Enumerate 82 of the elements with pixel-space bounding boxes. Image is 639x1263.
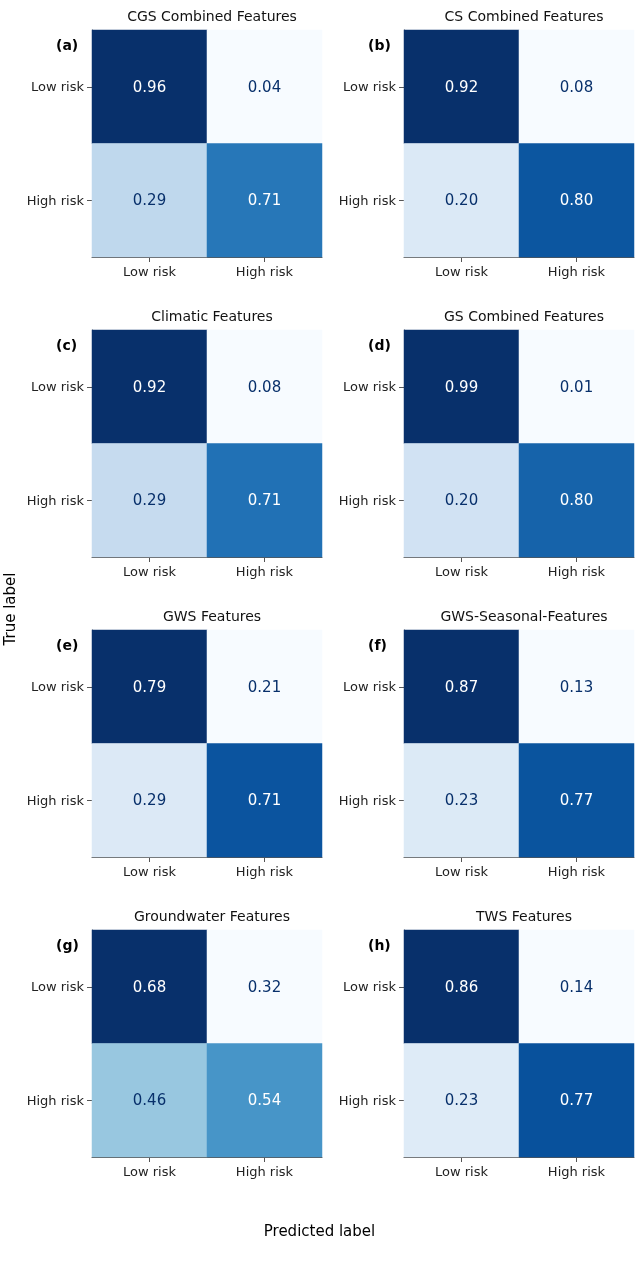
data-label: 0.71 xyxy=(247,791,282,810)
data-label: 0.32 xyxy=(247,977,282,996)
data-label: 0.29 xyxy=(132,491,167,510)
x-tick-label: Low risk xyxy=(123,864,177,879)
data-label: 0.92 xyxy=(444,77,479,96)
data-label: 0.54 xyxy=(247,1091,282,1110)
data-label: 0.08 xyxy=(247,377,282,396)
data-label: 0.80 xyxy=(559,191,594,210)
y-tick-label: High risk xyxy=(26,792,85,808)
x-tick-label: Low risk xyxy=(435,564,489,579)
chart-title: GWS-Seasonal-Features xyxy=(440,608,608,624)
chart-title: Climatic Features xyxy=(151,308,273,324)
data-label: 0.21 xyxy=(247,677,282,696)
data-label: 0.23 xyxy=(444,1091,479,1110)
data-label: 0.87 xyxy=(444,677,479,696)
chart-title: Groundwater Features xyxy=(133,908,291,924)
y-tick-label: High risk xyxy=(26,492,85,508)
x-tick-label: High risk xyxy=(547,264,606,279)
data-label: 0.96 xyxy=(132,77,167,96)
data-label: 0.71 xyxy=(247,491,282,510)
chart-title: CGS Combined Features xyxy=(127,8,297,24)
data-label: 0.99 xyxy=(444,377,479,396)
data-label: 0.20 xyxy=(444,191,479,210)
data-label: 0.86 xyxy=(444,977,479,996)
data-label: 0.04 xyxy=(247,77,282,96)
text: (a) xyxy=(56,37,79,53)
data-label: 0.13 xyxy=(559,677,594,696)
y-tick-label: Low risk xyxy=(31,979,85,995)
data-label: 0.23 xyxy=(444,791,479,810)
x-tick-label: Low risk xyxy=(435,264,489,279)
x-tick-label: Low risk xyxy=(123,564,177,579)
chart-title: TWS Features xyxy=(475,908,572,924)
y-axis-title: True label xyxy=(1,571,19,648)
y-tick-label: Low risk xyxy=(343,679,397,695)
chart-title: GWS Features xyxy=(162,608,262,624)
x-tick-label: High risk xyxy=(547,564,606,579)
data-label: 0.01 xyxy=(559,377,594,396)
x-tick-label: High risk xyxy=(547,1164,606,1179)
data-label: 0.77 xyxy=(559,791,594,810)
y-tick-label: Low risk xyxy=(343,379,397,395)
y-tick-label: High risk xyxy=(338,192,397,208)
y-tick-label: High risk xyxy=(338,492,397,508)
text: (f) xyxy=(368,637,387,653)
text: (g) xyxy=(56,937,79,953)
data-label: 0.46 xyxy=(132,1091,167,1110)
data-label: 0.79 xyxy=(132,677,167,696)
x-tick-label: Low risk xyxy=(435,864,489,879)
y-tick-label: Low risk xyxy=(31,679,85,695)
text: (d) xyxy=(368,337,391,353)
x-tick-label: High risk xyxy=(235,864,294,879)
data-label: 0.29 xyxy=(132,791,167,810)
x-tick-label: Low risk xyxy=(123,264,177,279)
data-label: 0.92 xyxy=(132,377,167,396)
y-tick-label: Low risk xyxy=(343,79,397,95)
x-axis-title: Predicted label xyxy=(262,1222,377,1240)
x-tick-label: High risk xyxy=(235,1164,294,1179)
y-tick-label: Low risk xyxy=(31,379,85,395)
y-tick-label: High risk xyxy=(26,1092,85,1108)
data-label: 0.08 xyxy=(559,77,594,96)
x-tick-label: High risk xyxy=(235,564,294,579)
data-label: 0.14 xyxy=(559,977,594,996)
data-label: 0.80 xyxy=(559,491,594,510)
text: (c) xyxy=(56,337,78,353)
chart-title: CS Combined Features xyxy=(444,8,604,24)
data-label: 0.71 xyxy=(247,191,282,210)
y-tick-label: Low risk xyxy=(343,979,397,995)
y-tick-label: High risk xyxy=(26,192,85,208)
y-tick-label: High risk xyxy=(338,1092,397,1108)
data-label: 0.77 xyxy=(559,1091,594,1110)
chart-title: GS Combined Features xyxy=(444,308,604,324)
x-tick-label: Low risk xyxy=(123,1164,177,1179)
x-tick-label: High risk xyxy=(547,864,606,879)
text: (b) xyxy=(368,37,391,53)
x-tick-label: High risk xyxy=(235,264,294,279)
data-label: 0.68 xyxy=(132,977,167,996)
text: (e) xyxy=(56,637,79,653)
data-label: 0.20 xyxy=(444,491,479,510)
x-tick-label: Low risk xyxy=(435,1164,489,1179)
text: (h) xyxy=(368,937,391,953)
data-label: 0.29 xyxy=(132,191,167,210)
y-tick-label: Low risk xyxy=(31,79,85,95)
y-tick-label: High risk xyxy=(338,792,397,808)
